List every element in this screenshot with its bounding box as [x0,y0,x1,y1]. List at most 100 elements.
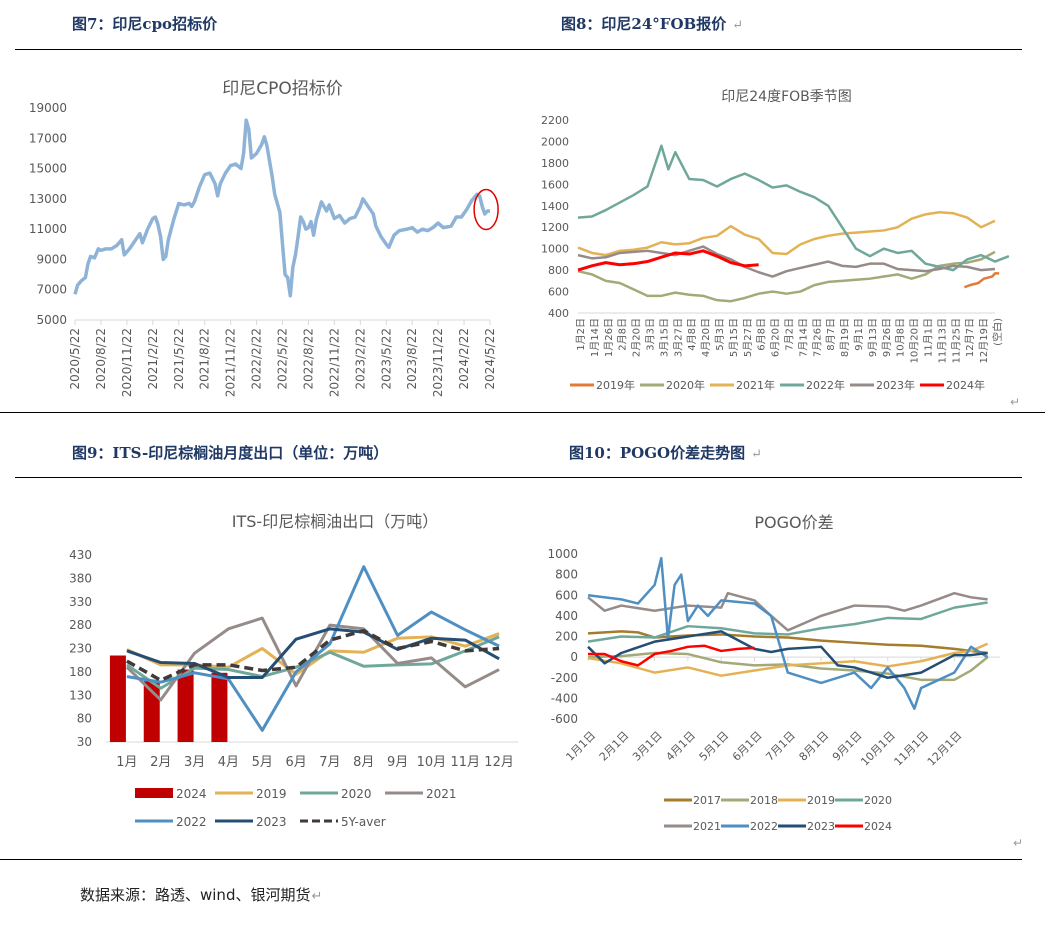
x-tick-label: 1月2日 [575,318,587,351]
y-tick-label: 1200 [541,221,569,234]
series-line-2019年 [963,272,1000,289]
x-tick-label: 8月1日 [797,729,832,764]
x-tick-label: 3月1日 [630,729,665,764]
y-tick-label: 2200 [541,114,569,127]
x-tick-label: 2021/2/22 [146,328,160,390]
return-mark: ↵ [751,447,763,462]
x-tick-label: 8月 [353,755,374,770]
y-tick-label: 600 [548,286,569,299]
series-line-2022年 [577,144,1010,272]
legend-label: 2022 [176,815,207,829]
y-tick-label: 2000 [541,135,569,148]
x-tick-label: 2月1日 [597,729,632,764]
legend-label: 2023年 [876,378,915,392]
x-tick-label: 2024/5/22 [483,328,497,390]
x-tick-label: 1月1日 [563,729,598,764]
x-tick-label: 4月20日 [700,318,712,357]
x-tick-label: 2023/8/22 [405,328,419,390]
x-tick-label: 3月 [184,755,205,770]
legend-label: 2017 [693,794,721,807]
x-tick-label: 12月19日 [978,318,990,363]
x-tick-label: 4月1日 [663,729,698,764]
y-tick-label: 1000 [541,243,569,256]
cpo-chart: 印尼CPO招标价 5000 7000 9000 11000 13000 15000 17000… [29,79,499,397]
x-tick-label: 5月15日 [728,318,740,357]
y-tick-label: 400 [548,307,569,320]
x-tick-label: 10月20日 [909,318,921,363]
x-tick-label: 9月13日 [867,318,879,357]
x-tick-label: 10月1日 [858,729,898,769]
x-tick-label: 8月7日 [825,318,837,351]
y-tick-label: 7000 [36,283,67,297]
top-divider [15,49,1022,50]
x-tick-label: 2月20日 [631,318,643,357]
x-tick-label: 3月27日 [672,318,684,357]
y-tick-label: 280 [69,618,92,632]
y-tick-label: -200 [551,671,578,685]
series-line-2024 [588,644,755,667]
y-tick-label: 17000 [29,131,67,145]
y-tick-label: 13000 [29,192,67,206]
y-tick-label: 1000 [547,547,578,561]
x-tick-label: 1月14日 [589,318,601,357]
series-line-2024年 [577,249,759,272]
y-tick-label: 1400 [541,200,569,213]
legend-label: 2020 [864,794,892,807]
middle-divider [0,412,1045,413]
chart-title: 印尼CPO招标价 [222,79,343,99]
legend-label: 2023 [807,820,835,833]
series-line-5Y-aver [126,628,500,683]
legend-label: 5Y-aver [341,815,386,829]
x-tick-label: 2020/8/22 [94,328,108,390]
legend-label: 2020年 [666,378,705,392]
legend-label: 2019 [807,794,835,807]
bar-2024 [211,672,228,742]
bar-2024 [177,669,194,742]
y-tick-label: 15000 [29,162,67,176]
chart-title: 印尼24度FOB季节图 [721,89,852,105]
data-source-text: 数据来源：路透、wind、银河期货 [80,886,311,904]
return-mark: ↵ [311,889,323,904]
y-tick-label: 400 [555,609,578,623]
y-tick-label: 230 [69,642,92,656]
x-tick-label: 1月 [116,755,137,770]
bottom-divider [0,859,1022,860]
series-line-2022 [587,556,989,710]
x-tick-label: 12月7日 [964,318,976,357]
x-tick-label: 12月1日 [925,729,965,769]
return-mark: ↵ [1010,395,1021,409]
x-tick-label: 4月 [218,755,239,770]
series-line-2023 [126,627,500,679]
y-tick-label: 380 [69,571,92,585]
series-line-2021年 [577,210,996,257]
y-tick-label: 600 [555,588,578,602]
x-tick-label: 6月20日 [770,318,782,357]
x-tick-label: 7月2日 [784,318,796,351]
x-tick-label: 4月8日 [686,318,698,351]
x-tick-label: 3月3日 [645,318,657,351]
its-export-chart: ITS-印尼棕榈油出口（万吨） 30 80 130 180 230 280 330 380 430… [69,512,518,829]
series-line-cpo [73,118,490,298]
x-tick-label: 5月1日 [697,729,732,764]
legend-label: 2022年 [806,378,845,392]
x-tick-label: 11月13日 [936,318,948,363]
x-tick-label: 7月1日 [763,729,798,764]
legend-label: 2021 [426,787,457,801]
x-tick-label: (空白) [991,318,1004,346]
x-tick-label: 2022/11/22 [327,328,341,397]
y-tick-label: 800 [555,568,578,582]
return-mark: ↵ [1013,836,1024,850]
figure-10-caption-text: 图10：POGO价差走势图 [569,444,746,462]
figure-10-caption: 图10：POGO价差走势图 ↵ [569,442,762,463]
x-tick-label: 2022/2/22 [250,328,264,390]
figure-7-caption: 图7：印尼cpo招标价 [72,15,218,33]
x-tick-label: 6月 [285,755,306,770]
x-tick-label: 8月19日 [839,318,851,357]
chart-title: ITS-印尼棕榈油出口（万吨） [232,512,438,531]
legend-label: 2024 [864,820,892,833]
bar-2024 [109,655,126,742]
x-tick-label: 2020/11/22 [120,328,134,397]
x-tick-label: 11月1日 [923,318,935,357]
data-source-note: 数据来源：路透、wind、银河期货↵ [80,884,322,905]
series-line-2019 [587,642,989,677]
